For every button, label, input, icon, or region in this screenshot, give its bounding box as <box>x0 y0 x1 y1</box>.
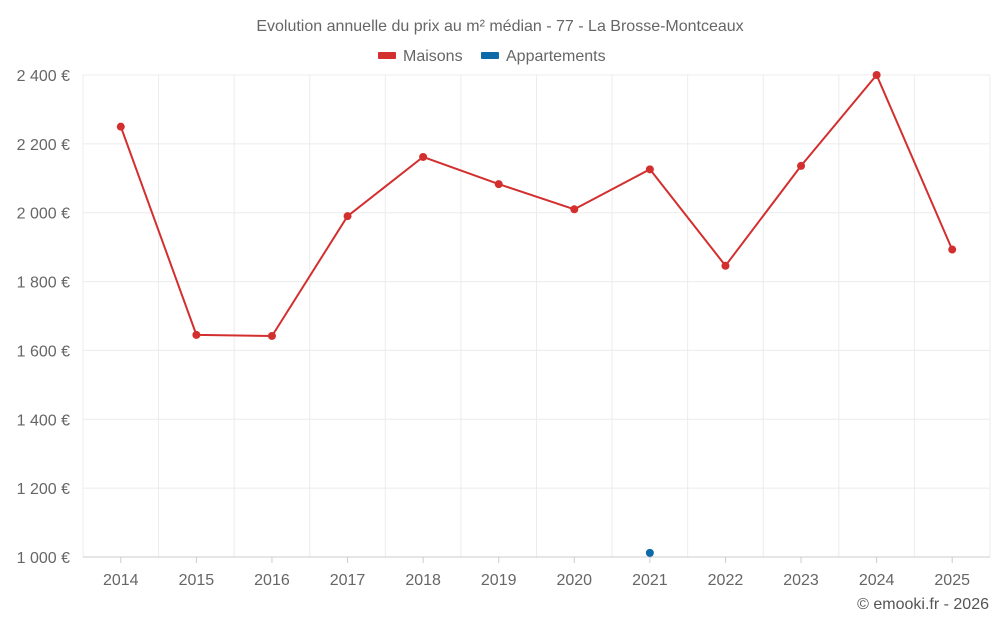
legend-label-appartements: Appartements <box>506 48 606 65</box>
x-tick-label: 2015 <box>179 572 215 589</box>
credit-text: © emooki.fr - 2026 <box>857 596 989 613</box>
data-point-maisons[interactable] <box>419 152 428 161</box>
legend-swatch-appartements <box>481 52 499 59</box>
y-tick-label: 1 800 € <box>17 275 70 292</box>
legend-label-maisons: Maisons <box>403 48 463 65</box>
data-point-appartements[interactable] <box>645 548 654 557</box>
data-point-maisons[interactable] <box>494 180 503 189</box>
gridlines <box>82 74 991 557</box>
data-point-maisons[interactable] <box>645 165 654 174</box>
x-axis-ticks: 2014 2015 2016 2017 2018 2019 2020 2021 2022 2023… <box>103 557 970 589</box>
chart-title: Evolution annuelle du prix au m² médian … <box>256 18 743 35</box>
data-point-maisons[interactable] <box>570 205 579 214</box>
data-point-maisons[interactable] <box>872 71 881 79</box>
y-tick-label: 2 400 € <box>17 68 70 85</box>
data-point-maisons[interactable] <box>116 122 125 131</box>
x-tick-label: 2022 <box>708 572 744 589</box>
data-point-maisons[interactable] <box>343 212 352 221</box>
y-tick-label: 2 000 € <box>17 206 70 223</box>
legend-item-appartements[interactable]: Appartements <box>481 48 606 65</box>
data-point-maisons[interactable] <box>267 331 276 340</box>
x-tick-label: 2025 <box>934 572 970 589</box>
x-tick-label: 2023 <box>783 572 819 589</box>
x-tick-label: 2017 <box>330 572 366 589</box>
y-axis-ticks: 1 000 € 1 200 € 1 400 € 1 600 € 1 800 € 2 000… <box>17 68 70 567</box>
y-tick-label: 2 200 € <box>17 137 70 154</box>
x-tick-label: 2024 <box>859 572 895 589</box>
legend-item-maisons[interactable]: Maisons <box>378 48 463 65</box>
series-line-maisons <box>119 74 954 337</box>
data-point-maisons[interactable] <box>721 261 730 270</box>
x-tick-label: 2021 <box>632 572 668 589</box>
legend-swatch-maisons <box>378 52 396 59</box>
data-point-maisons[interactable] <box>797 161 806 170</box>
y-tick-label: 1 400 € <box>17 412 70 429</box>
x-tick-label: 2014 <box>103 572 139 589</box>
y-tick-label: 1 000 € <box>17 550 70 567</box>
y-tick-label: 1 200 € <box>17 481 70 498</box>
series <box>116 71 957 557</box>
data-point-maisons[interactable] <box>192 330 201 339</box>
y-tick-label: 1 600 € <box>17 343 70 360</box>
legend: Maisons Appartements <box>378 48 606 65</box>
x-tick-label: 2016 <box>254 572 290 589</box>
x-tick-label: 2020 <box>556 572 592 589</box>
x-tick-label: 2019 <box>481 572 517 589</box>
data-point-maisons[interactable] <box>948 245 957 254</box>
x-tick-label: 2018 <box>405 572 441 589</box>
